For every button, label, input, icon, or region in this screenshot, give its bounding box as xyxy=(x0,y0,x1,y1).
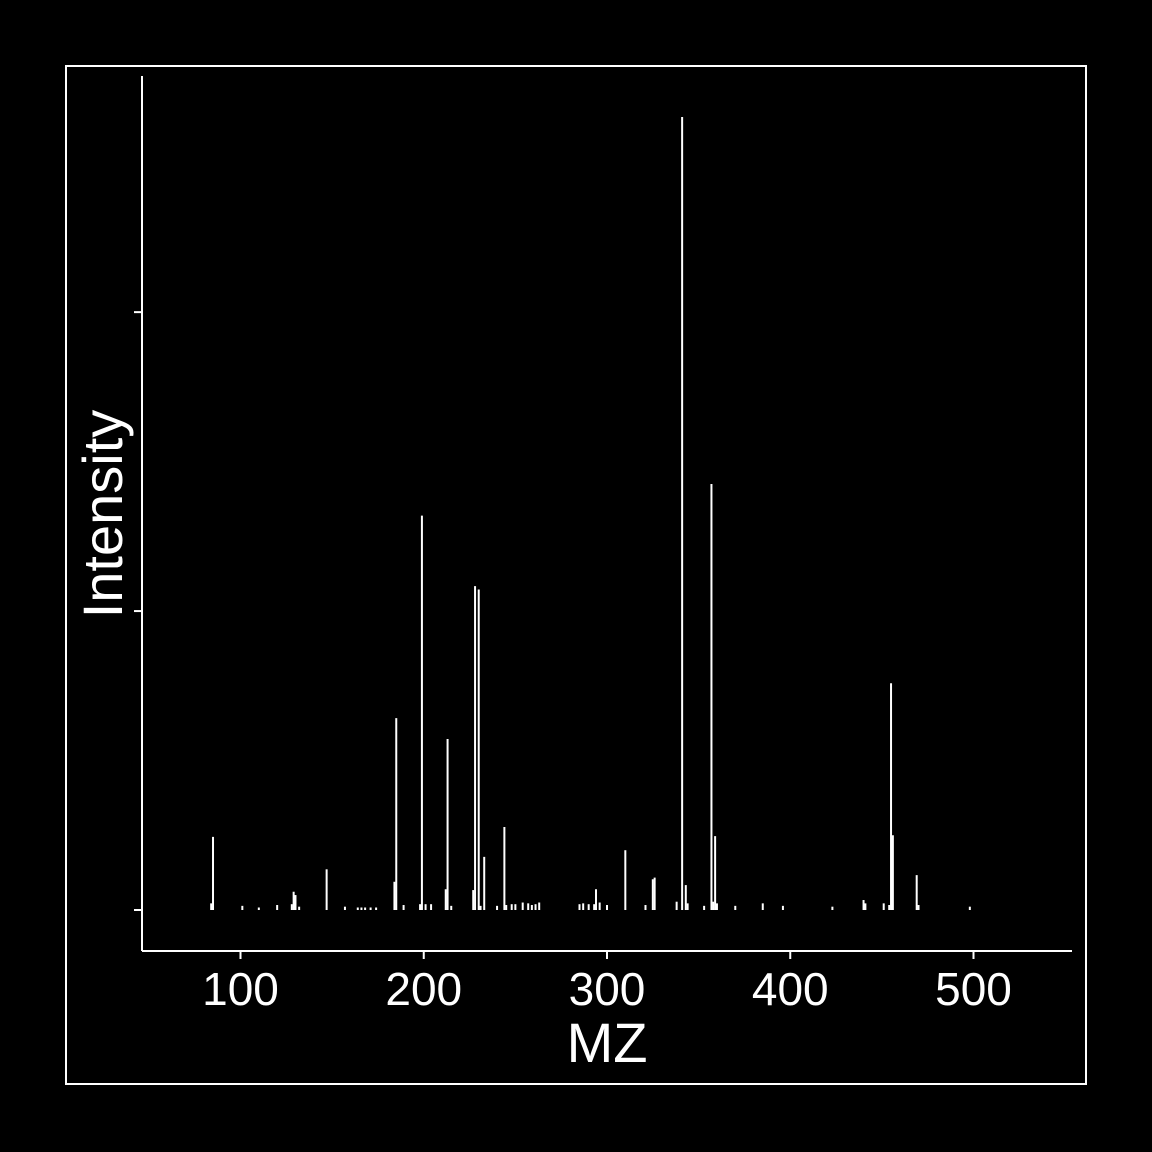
x-axis-title: MZ xyxy=(567,1011,648,1074)
plot-frame xyxy=(65,65,1087,1085)
x-tick-label: 300 xyxy=(569,963,646,1015)
x-ticks: 100 200 300 400 500 xyxy=(202,951,1012,1015)
x-tick-label: 500 xyxy=(935,963,1012,1015)
x-tick-label: 200 xyxy=(385,963,462,1015)
y-axis-title: Intensity xyxy=(71,410,134,619)
x-tick-label: 400 xyxy=(752,963,829,1015)
x-tick-label: 100 xyxy=(202,963,279,1015)
spectrum-peaks xyxy=(210,117,971,910)
y-ticks xyxy=(134,311,142,911)
